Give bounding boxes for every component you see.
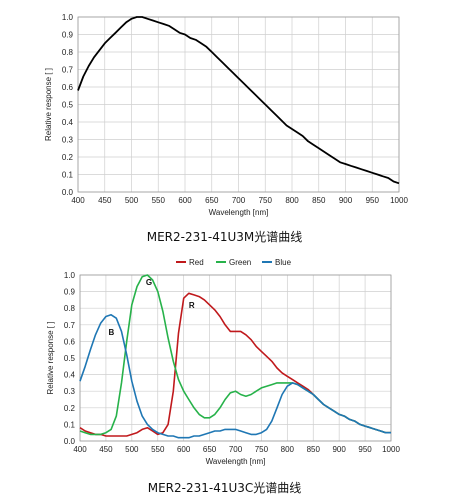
x-tick-label: 700 bbox=[229, 445, 243, 454]
x-tick-label: 1000 bbox=[382, 445, 400, 454]
x-tick-label: 950 bbox=[358, 445, 372, 454]
mono-spectral-chart: 400 450 500 550 600 650 700 750 800 850 900 950 1000… bbox=[44, 13, 408, 217]
series-annotation-g: G bbox=[146, 278, 152, 287]
y-tick-label: 0.1 bbox=[62, 171, 74, 180]
y-tick-label: 0.5 bbox=[62, 101, 74, 110]
x-tick-label: 550 bbox=[152, 196, 166, 205]
y-tick-label: 0.8 bbox=[62, 48, 74, 57]
x-tick-label: 600 bbox=[177, 445, 191, 454]
x-tick-label: 1000 bbox=[390, 196, 408, 205]
x-tick-label: 400 bbox=[73, 445, 87, 454]
y-tick-label: 0.4 bbox=[62, 118, 74, 127]
x-tick-label: 500 bbox=[125, 196, 139, 205]
plot-frame bbox=[77, 16, 400, 193]
x-tick-label: 800 bbox=[285, 196, 299, 205]
x-tick-label: 750 bbox=[255, 445, 269, 454]
x-tick-label: 650 bbox=[205, 196, 219, 205]
x-axis-label: Wavelength [nm] bbox=[206, 457, 266, 466]
x-tick-label: 700 bbox=[232, 196, 246, 205]
y-axis-label: Relative response [ ] bbox=[46, 322, 55, 395]
color-spectral-chart: 400 450 500 550 600 650 700 750 800 850 900 950 1000… bbox=[46, 258, 400, 466]
x-tick-label: 450 bbox=[98, 196, 112, 205]
series-annotation-b: B bbox=[109, 328, 115, 337]
y-tick-label: 0.1 bbox=[64, 420, 76, 429]
x-tick-label: 400 bbox=[71, 196, 85, 205]
y-tick-label: 0.7 bbox=[62, 66, 74, 75]
x-tick-label: 900 bbox=[332, 445, 346, 454]
y-tick-label: 0.0 bbox=[64, 437, 76, 446]
y-tick-label: 0.8 bbox=[64, 304, 76, 313]
y-tick-label: 0.0 bbox=[62, 188, 74, 197]
x-tick-label: 650 bbox=[203, 445, 217, 454]
series-line-blue bbox=[79, 314, 391, 439]
y-tick-label: 0.4 bbox=[64, 371, 76, 380]
x-tick-label: 850 bbox=[312, 196, 326, 205]
series-annotation-r: R bbox=[189, 301, 195, 310]
y-tick-label: 1.0 bbox=[62, 13, 74, 22]
color-chart-caption: MER2-231-41U3C光谱曲线 bbox=[147, 481, 302, 495]
x-axis-label: Wavelength [nm] bbox=[209, 208, 269, 217]
x-tick-label: 800 bbox=[281, 445, 295, 454]
x-tick-label: 500 bbox=[125, 445, 139, 454]
x-tick-label: 550 bbox=[151, 445, 165, 454]
x-tick-label: 600 bbox=[178, 196, 192, 205]
mono-chart-caption: MER2-231-41U3M光谱曲线 bbox=[146, 230, 303, 244]
y-tick-label: 1.0 bbox=[64, 271, 76, 280]
y-tick-label: 0.9 bbox=[62, 31, 74, 40]
plot-frame bbox=[79, 274, 392, 442]
y-tick-label: 0.9 bbox=[64, 288, 76, 297]
y-tick-label: 0.6 bbox=[62, 83, 74, 92]
x-tick-label: 750 bbox=[259, 196, 273, 205]
legend-item-red: Red bbox=[176, 258, 204, 267]
legend-label: Green bbox=[229, 258, 251, 267]
y-tick-label: 0.7 bbox=[64, 321, 76, 330]
y-tick-label: 0.5 bbox=[64, 354, 76, 363]
y-tick-label: 0.3 bbox=[64, 387, 76, 396]
y-tick-label: 0.6 bbox=[64, 337, 76, 346]
x-tick-label: 900 bbox=[339, 196, 353, 205]
series-line-response bbox=[77, 16, 400, 185]
y-tick-label: 0.2 bbox=[64, 404, 76, 413]
y-axis-label: Relative response [ ] bbox=[44, 68, 53, 141]
y-tick-label: 0.3 bbox=[62, 136, 74, 145]
y-tick-label: 0.2 bbox=[62, 153, 74, 162]
x-tick-label: 450 bbox=[99, 445, 113, 454]
legend-item-blue: Blue bbox=[262, 258, 292, 267]
x-tick-label: 850 bbox=[307, 445, 321, 454]
x-tick-label: 950 bbox=[366, 196, 380, 205]
legend-label: Red bbox=[189, 258, 204, 267]
legend-item-green: Green bbox=[216, 258, 251, 267]
legend-label: Blue bbox=[275, 258, 292, 267]
